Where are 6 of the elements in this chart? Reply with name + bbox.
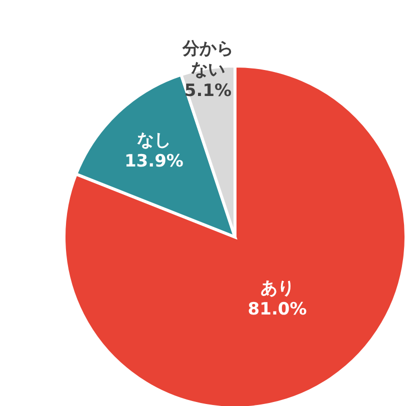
data-label: 13.9% <box>124 152 184 172</box>
slice-label: なし <box>136 130 171 151</box>
data-label: 81.0% <box>248 300 307 320</box>
slice-label: あり <box>260 278 294 299</box>
slice-label: 分からない <box>181 38 234 80</box>
data-label: 5.1% <box>184 80 232 101</box>
